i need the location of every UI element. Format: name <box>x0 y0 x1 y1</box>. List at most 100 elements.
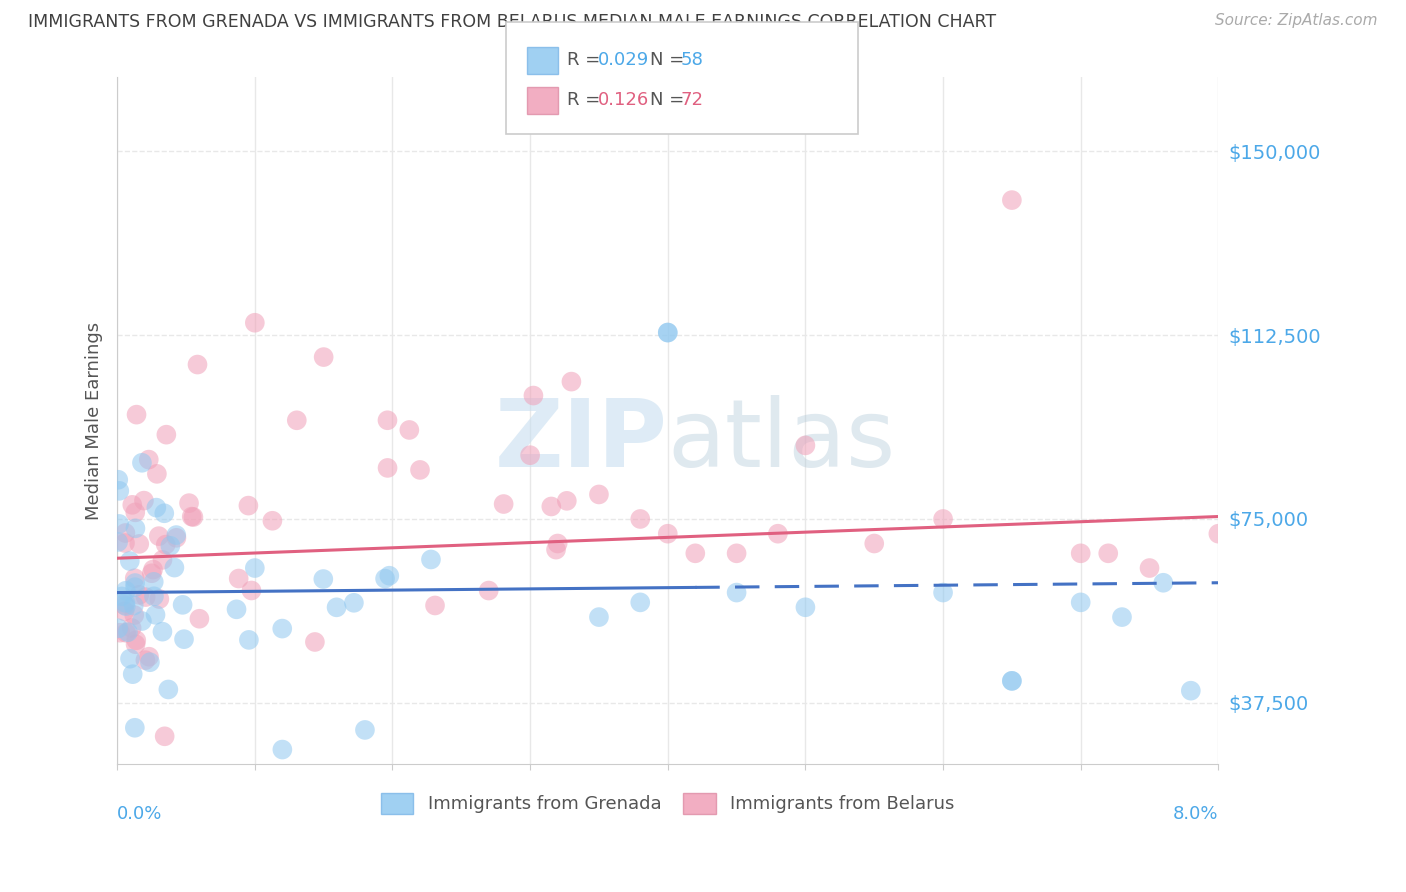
Point <box>544 542 567 557</box>
Text: R =: R = <box>567 51 606 69</box>
Point <box>262 514 284 528</box>
Text: 0.029: 0.029 <box>598 51 648 69</box>
Point <box>354 723 377 737</box>
Point <box>108 516 131 531</box>
Point <box>377 461 399 475</box>
Point <box>159 539 181 553</box>
Text: atlas: atlas <box>668 395 896 487</box>
Point <box>657 526 679 541</box>
Point <box>152 624 174 639</box>
Point <box>142 562 165 576</box>
Legend: Immigrants from Grenada, Immigrants from Belarus: Immigrants from Grenada, Immigrants from… <box>381 793 955 814</box>
Point <box>172 598 194 612</box>
Point <box>118 554 141 568</box>
Point <box>794 600 817 615</box>
Point <box>725 546 748 560</box>
Text: 0.0%: 0.0% <box>117 805 163 823</box>
Point <box>423 599 446 613</box>
Text: 58: 58 <box>681 51 703 69</box>
Point <box>121 621 143 635</box>
Point <box>285 413 308 427</box>
Point <box>628 595 651 609</box>
Point <box>138 649 160 664</box>
Text: IMMIGRANTS FROM GRENADA VS IMMIGRANTS FROM BELARUS MEDIAN MALE EARNINGS CORRELAT: IMMIGRANTS FROM GRENADA VS IMMIGRANTS FR… <box>28 13 997 31</box>
Point <box>228 572 250 586</box>
Point <box>134 653 156 667</box>
Point <box>139 655 162 669</box>
Point <box>377 413 399 427</box>
Point <box>304 635 326 649</box>
Point <box>173 632 195 647</box>
Point <box>932 585 955 599</box>
Point <box>588 610 610 624</box>
Point <box>312 350 335 364</box>
Point <box>114 583 136 598</box>
Point <box>135 590 157 604</box>
Text: ZIP: ZIP <box>495 395 668 487</box>
Point <box>108 483 131 498</box>
Point <box>138 452 160 467</box>
Point <box>343 596 366 610</box>
Point <box>107 535 129 549</box>
Point <box>478 583 501 598</box>
Point <box>932 512 955 526</box>
Point <box>243 316 266 330</box>
Point <box>177 496 200 510</box>
Point <box>124 637 146 651</box>
Point <box>152 553 174 567</box>
Point <box>121 498 143 512</box>
Point <box>312 572 335 586</box>
Point <box>153 729 176 743</box>
Point <box>243 561 266 575</box>
Point <box>1097 546 1119 560</box>
Point <box>128 588 150 602</box>
Point <box>325 600 347 615</box>
Point <box>124 505 146 519</box>
Point <box>165 531 187 545</box>
Point <box>685 546 707 560</box>
Point <box>863 536 886 550</box>
Text: 0.126: 0.126 <box>598 91 648 109</box>
Point <box>131 614 153 628</box>
Point <box>124 576 146 591</box>
Point <box>118 651 141 665</box>
Point <box>374 572 396 586</box>
Point <box>117 625 139 640</box>
Point <box>125 633 148 648</box>
Point <box>225 602 247 616</box>
Point <box>107 621 129 635</box>
Point <box>378 568 401 582</box>
Point <box>124 521 146 535</box>
Point <box>145 607 167 622</box>
Point <box>540 500 562 514</box>
Point <box>657 326 679 340</box>
Point <box>588 487 610 501</box>
Point <box>107 473 129 487</box>
Point <box>657 326 679 340</box>
Point <box>122 608 145 623</box>
Point <box>1001 673 1024 688</box>
Point <box>114 536 136 550</box>
Point <box>560 375 582 389</box>
Point <box>238 632 260 647</box>
Point <box>114 526 136 541</box>
Point <box>1180 683 1202 698</box>
Point <box>111 590 134 604</box>
Point <box>148 592 170 607</box>
Point <box>271 742 294 756</box>
Point <box>153 506 176 520</box>
Text: N =: N = <box>650 91 689 109</box>
Text: 72: 72 <box>681 91 703 109</box>
Point <box>271 622 294 636</box>
Point <box>1070 595 1092 609</box>
Point <box>794 438 817 452</box>
Point <box>1070 546 1092 560</box>
Point <box>114 596 136 610</box>
Point <box>628 512 651 526</box>
Point <box>157 682 180 697</box>
Point <box>142 589 165 603</box>
Point <box>131 456 153 470</box>
Y-axis label: Median Male Earnings: Median Male Earnings <box>86 322 103 520</box>
Point <box>142 574 165 589</box>
Point <box>112 598 135 612</box>
